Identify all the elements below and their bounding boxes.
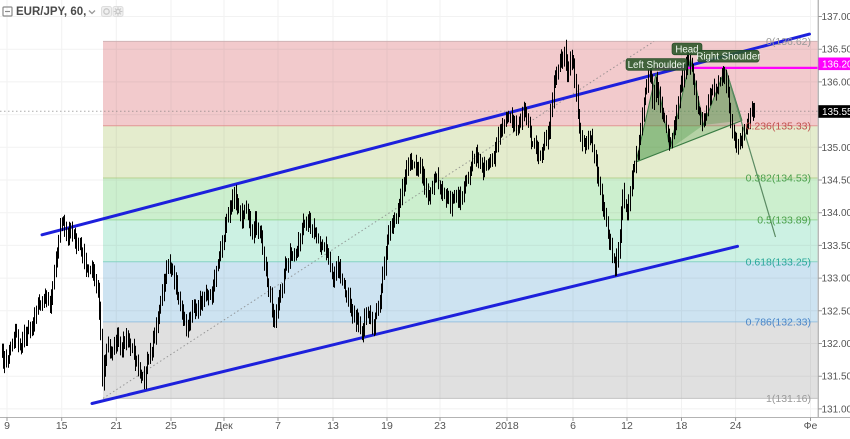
svg-text:131.00: 131.00 (822, 404, 850, 415)
svg-text:136.00: 136.00 (822, 77, 850, 88)
svg-text:132.50: 132.50 (822, 306, 850, 317)
svg-text:13: 13 (327, 420, 339, 432)
svg-text:0.5(133.89): 0.5(133.89) (757, 215, 811, 227)
svg-text:9: 9 (4, 420, 10, 432)
svg-text:136.20: 136.20 (822, 60, 850, 71)
svg-text:18: 18 (676, 420, 688, 432)
svg-text:134.50: 134.50 (822, 176, 850, 187)
svg-text:0.236(135.33): 0.236(135.33) (746, 120, 811, 132)
svg-text:Фе: Фе (804, 420, 818, 432)
svg-text:Дек: Дек (215, 420, 233, 432)
svg-text:0(136.62): 0(136.62) (766, 36, 811, 48)
svg-text:12: 12 (621, 420, 633, 432)
svg-text:132.00: 132.00 (822, 339, 850, 350)
svg-text:2018: 2018 (495, 420, 519, 432)
svg-text:0.786(132.33): 0.786(132.33) (746, 317, 811, 329)
svg-text:0.382(134.53): 0.382(134.53) (746, 173, 811, 185)
svg-text:25: 25 (165, 420, 177, 432)
svg-text:24: 24 (730, 420, 742, 432)
svg-text:134.00: 134.00 (822, 208, 850, 219)
svg-text:133.50: 133.50 (822, 241, 850, 252)
svg-text:7: 7 (275, 420, 281, 432)
svg-text:21: 21 (110, 420, 122, 432)
svg-text:15: 15 (56, 420, 68, 432)
svg-text:135.00: 135.00 (822, 143, 850, 154)
svg-text:135.55: 135.55 (822, 107, 850, 118)
svg-text:0.618(133.25): 0.618(133.25) (746, 256, 811, 268)
svg-text:EUR/JPY, 60,: EUR/JPY, 60, (16, 6, 86, 18)
svg-text:133.00: 133.00 (822, 274, 850, 285)
svg-text:131.50: 131.50 (822, 372, 850, 383)
svg-text:1(131.16): 1(131.16) (766, 393, 811, 405)
svg-text:Right Shoulder: Right Shoulder (696, 52, 761, 63)
svg-text:6: 6 (570, 420, 576, 432)
svg-text:19: 19 (381, 420, 393, 432)
svg-text:Head: Head (675, 44, 698, 55)
svg-text:Left Shoulder: Left Shoulder (628, 60, 686, 71)
svg-text:23: 23 (434, 420, 446, 432)
svg-text:137.00: 137.00 (822, 12, 850, 23)
svg-text:136.50: 136.50 (822, 45, 850, 56)
